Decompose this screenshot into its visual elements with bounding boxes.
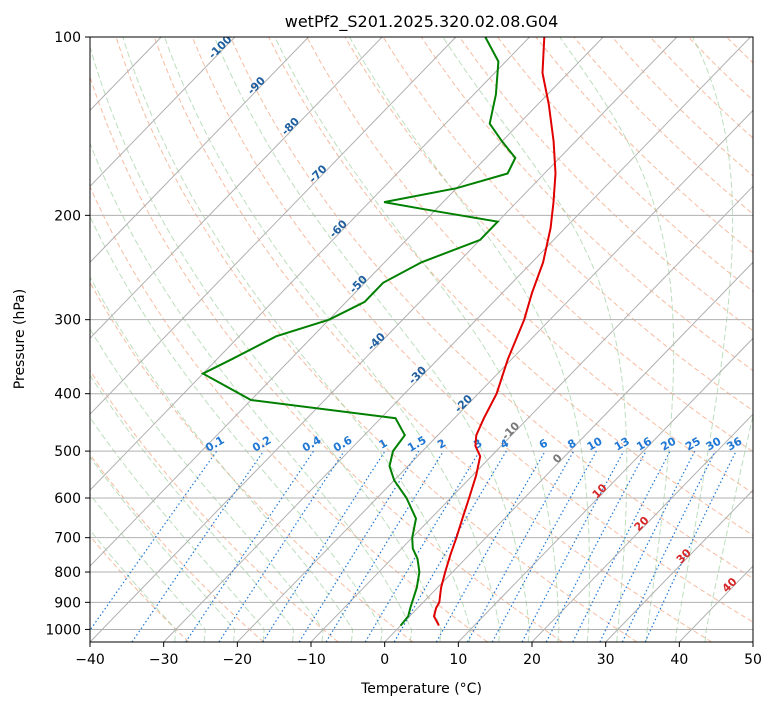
moist-adiabat: [213, 37, 530, 642]
mixing-ratio-line: [325, 450, 445, 642]
dry-adiabat: [344, 37, 753, 453]
isotherm-line: [90, 37, 457, 415]
mixing-ratio-line: [90, 450, 218, 632]
isotherm-line: [605, 489, 753, 642]
isotherm-line: [384, 261, 753, 642]
temperature-profile-line: [432, 37, 557, 627]
isotherm-line: [90, 37, 236, 188]
dry-adiabat: [420, 37, 753, 372]
y-tick-label: 500: [54, 444, 81, 460]
x-axis: −40 −30 −20 −10 0 10 20 30 40 50: [75, 642, 762, 668]
mixing-ratio-line: [185, 450, 314, 642]
x-tick-label: 30: [597, 652, 615, 668]
y-tick-label: 600: [54, 491, 81, 507]
y-tick-label: 900: [54, 595, 81, 611]
x-tick-label: 20: [523, 652, 541, 668]
moist-adiabat: [90, 456, 236, 642]
moist-adiabat: [122, 37, 472, 642]
dewpoint-profile-line: [200, 37, 517, 627]
plot-frame: [89, 36, 754, 643]
mixing-ratio-line: [466, 450, 575, 642]
mixing-ratio-line: [262, 450, 386, 642]
y-axis: 100 200 300 400 500 600 700 800 900 1000: [45, 30, 90, 638]
moist-adiabat: [90, 142, 413, 642]
dry-adiabat: [230, 37, 753, 579]
moist-adiabat: [164, 37, 501, 642]
moist-adiabat: [274, 37, 560, 642]
y-tick-label: 800: [54, 565, 81, 581]
moist-adiabat: [90, 275, 354, 642]
isotherm-line: [90, 37, 530, 491]
mixing-ratio-line: [491, 450, 597, 642]
y-tick-label: 1000: [45, 622, 81, 638]
isotherm-line: [90, 37, 678, 642]
dry-adiabat: [90, 369, 339, 642]
mixing-ratio-line: [521, 450, 625, 642]
dry-adiabat: [497, 37, 753, 293]
x-tick-label: −10: [296, 652, 326, 668]
mixing-ratio-line: [572, 450, 671, 642]
dry-adiabat: [153, 37, 712, 642]
isotherm-line: [310, 185, 753, 642]
x-tick-label: −20: [223, 652, 253, 668]
x-tick-label: 50: [744, 652, 762, 668]
x-tick-label: 10: [449, 652, 467, 668]
dry-adiabat: [90, 535, 190, 642]
dry-adiabat: [90, 75, 563, 642]
moist-adiabat: [675, 37, 734, 642]
moist-adiabat: [90, 493, 206, 642]
moist-adiabat: [442, 37, 628, 642]
x-tick-label: −40: [75, 652, 105, 668]
dry-adiabat: [306, 37, 753, 494]
dry-adiabat: [90, 281, 414, 642]
moist-adiabat: [90, 327, 324, 642]
y-tick-label: 100: [54, 30, 81, 46]
x-tick-label: 40: [670, 652, 688, 668]
y-tick-label: 400: [54, 387, 81, 403]
chart-title: wetPf2_S201.2025.320.02.08.G04: [285, 12, 559, 32]
isotherm-line: [163, 37, 751, 642]
moist-adiabat: [90, 529, 177, 642]
x-axis-label: Temperature (°C): [360, 681, 482, 697]
isotherm-line: [457, 337, 753, 642]
plot-area: 0.1 0.2 0.4 0.6 1 1.5 2 3 4 6 8 10 13 16 20 25 30 36-100-…: [90, 37, 753, 642]
y-axis-label: Pressure (hPa): [12, 289, 28, 389]
y-tick-label: 300: [54, 313, 81, 329]
y-tick-label: 200: [54, 208, 81, 224]
moist-adiabat: [90, 416, 265, 642]
moist-adiabat: [90, 215, 383, 642]
moist-adiabat: [348, 37, 590, 642]
x-tick-label: −30: [149, 652, 179, 668]
isotherm-line: [90, 37, 604, 567]
mixing-ratio-line: [131, 450, 265, 642]
moist-adiabat: [704, 413, 753, 642]
dry-adiabat: [90, 185, 488, 642]
moist-adiabat: [559, 37, 675, 642]
isotherm-line: [90, 37, 309, 263]
isotherm-line: [236, 109, 753, 642]
mixing-ratio-line: [218, 450, 345, 642]
x-tick-label: 0: [380, 652, 389, 668]
dry-adiabat: [191, 37, 753, 623]
y-tick-label: 700: [54, 531, 81, 547]
dry-adiabat: [115, 37, 638, 642]
mixing-ratio-line: [599, 450, 696, 642]
isotherm-line: [531, 413, 753, 642]
isotherm-line: [90, 37, 383, 339]
